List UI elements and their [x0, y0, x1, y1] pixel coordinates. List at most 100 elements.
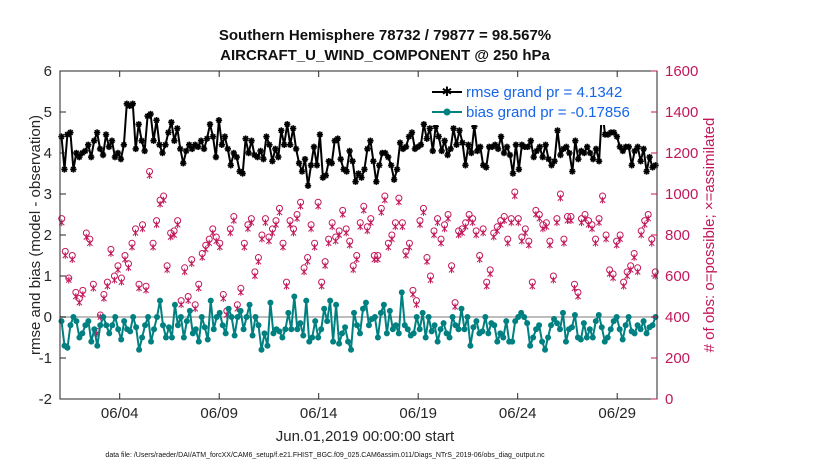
- rmse-point: [640, 145, 647, 153]
- rmse-marker-stroke: [266, 141, 273, 148]
- rmse-point: [159, 149, 166, 157]
- rmse-marker-stroke: [593, 146, 599, 152]
- rmse-marker-stroke: [397, 139, 403, 146]
- rmse-marker-stroke: [453, 141, 460, 148]
- obs-assimilated-point: [111, 276, 118, 284]
- rmse-point: [129, 100, 136, 107]
- rmse-marker-stroke: [637, 158, 644, 165]
- obs-assimilated-point: [599, 196, 606, 204]
- rmse-point: [227, 162, 234, 169]
- rmse-point: [70, 166, 77, 173]
- bias-point: [168, 334, 175, 341]
- rmse-point: [96, 145, 104, 153]
- obs-assimilated-point: [620, 282, 627, 290]
- bias-point: [422, 334, 429, 341]
- rmse-point: [524, 143, 531, 151]
- rmse-point: [209, 133, 217, 140]
- rmse-marker-stroke: [248, 137, 255, 144]
- rmse-point: [512, 141, 520, 148]
- rmse-marker-stroke: [317, 131, 323, 138]
- y2-tick-label: 1200: [665, 145, 698, 162]
- x-tick-label: 06/24: [499, 405, 537, 422]
- x-tick-label: 06/09: [200, 405, 238, 422]
- bias-point: [503, 318, 510, 325]
- y2-tick-label: 0: [665, 391, 673, 408]
- bias-point: [583, 334, 590, 341]
- bias-point: [446, 334, 453, 341]
- obs-assimilated-point: [107, 250, 114, 257]
- obs-assimilated-point: [118, 278, 125, 286]
- rmse-point: [197, 137, 205, 144]
- rmse-marker-stroke: [346, 148, 353, 154]
- rmse-point: [138, 137, 145, 144]
- rmse-marker-stroke: [340, 166, 347, 173]
- rmse-point: [625, 143, 632, 151]
- rmse-point: [393, 166, 401, 173]
- rmse-marker-stroke: [272, 146, 279, 152]
- obs-assimilated-point: [613, 241, 620, 249]
- obs-assimilated-point: [402, 252, 409, 259]
- bias-point: [470, 324, 477, 331]
- legend-box: [428, 79, 644, 125]
- bias-point: [500, 334, 507, 341]
- obs-assimilated-point: [610, 274, 617, 282]
- bias-point: [145, 314, 152, 320]
- rmse-marker-stroke: [542, 141, 549, 148]
- obs-assimilated-point: [624, 272, 631, 280]
- rmse-point: [438, 147, 445, 155]
- bias-point: [279, 334, 286, 341]
- rmse-point: [168, 119, 175, 126]
- bias-point: [186, 307, 193, 314]
- obs-assimilated-point: [213, 237, 220, 245]
- bias-point: [183, 318, 190, 325]
- rmse-point: [450, 125, 457, 132]
- bias-point: [330, 338, 337, 345]
- rmse-point: [405, 133, 413, 140]
- rmse-point: [153, 117, 160, 124]
- obs-assimilated-point: [269, 229, 276, 237]
- obs-assimilated-point: [255, 258, 262, 266]
- y2-tick-label: 800: [665, 227, 690, 244]
- rmse-marker-stroke: [325, 158, 332, 165]
- bias-point: [586, 326, 593, 333]
- bias-point: [354, 322, 361, 329]
- obs-assimilated-point: [79, 291, 86, 298]
- rmse-marker-stroke: [207, 121, 213, 128]
- obs-assimilated-point: [146, 172, 153, 179]
- bias-point: [395, 330, 402, 337]
- obs-assimilated-point: [318, 282, 325, 290]
- rmse-point: [304, 182, 312, 189]
- rmse-point: [286, 141, 294, 148]
- bias-point: [580, 320, 587, 327]
- bias-point: [339, 330, 346, 337]
- rmse-point: [269, 158, 276, 165]
- obs-assimilated-point: [617, 235, 624, 243]
- obs-assimilated-point: [171, 231, 178, 239]
- rmse-point: [278, 127, 285, 134]
- rmse-point: [420, 121, 428, 128]
- obs-assimilated-point: [529, 282, 536, 290]
- rmse-marker-stroke: [551, 158, 558, 165]
- rmse-point: [634, 143, 641, 151]
- rmse-point: [165, 129, 172, 136]
- rmse-marker-stroke: [480, 162, 487, 169]
- obs-assimilated-point: [388, 235, 395, 243]
- bias-point: [73, 318, 80, 325]
- obs-assimilated-point: [575, 293, 581, 300]
- obs-assimilated-point: [153, 221, 160, 229]
- rmse-marker-stroke: [343, 168, 350, 175]
- bias-point: [288, 326, 295, 333]
- obs-assimilated-point: [515, 219, 522, 227]
- bias-point: [180, 334, 187, 341]
- bias-point: [545, 334, 552, 341]
- y-tick-label: 3: [44, 186, 52, 203]
- bias-point: [204, 336, 211, 343]
- obs-assimilated-point: [86, 239, 93, 247]
- rmse-marker-stroke: [563, 143, 570, 150]
- rmse-marker-stroke: [311, 143, 317, 150]
- rmse-marker-stroke: [617, 143, 623, 150]
- rmse-marker-stroke: [518, 141, 525, 148]
- rmse-point: [563, 143, 570, 151]
- rmse-marker-stroke: [118, 156, 124, 163]
- obs-assimilated-point: [518, 237, 525, 245]
